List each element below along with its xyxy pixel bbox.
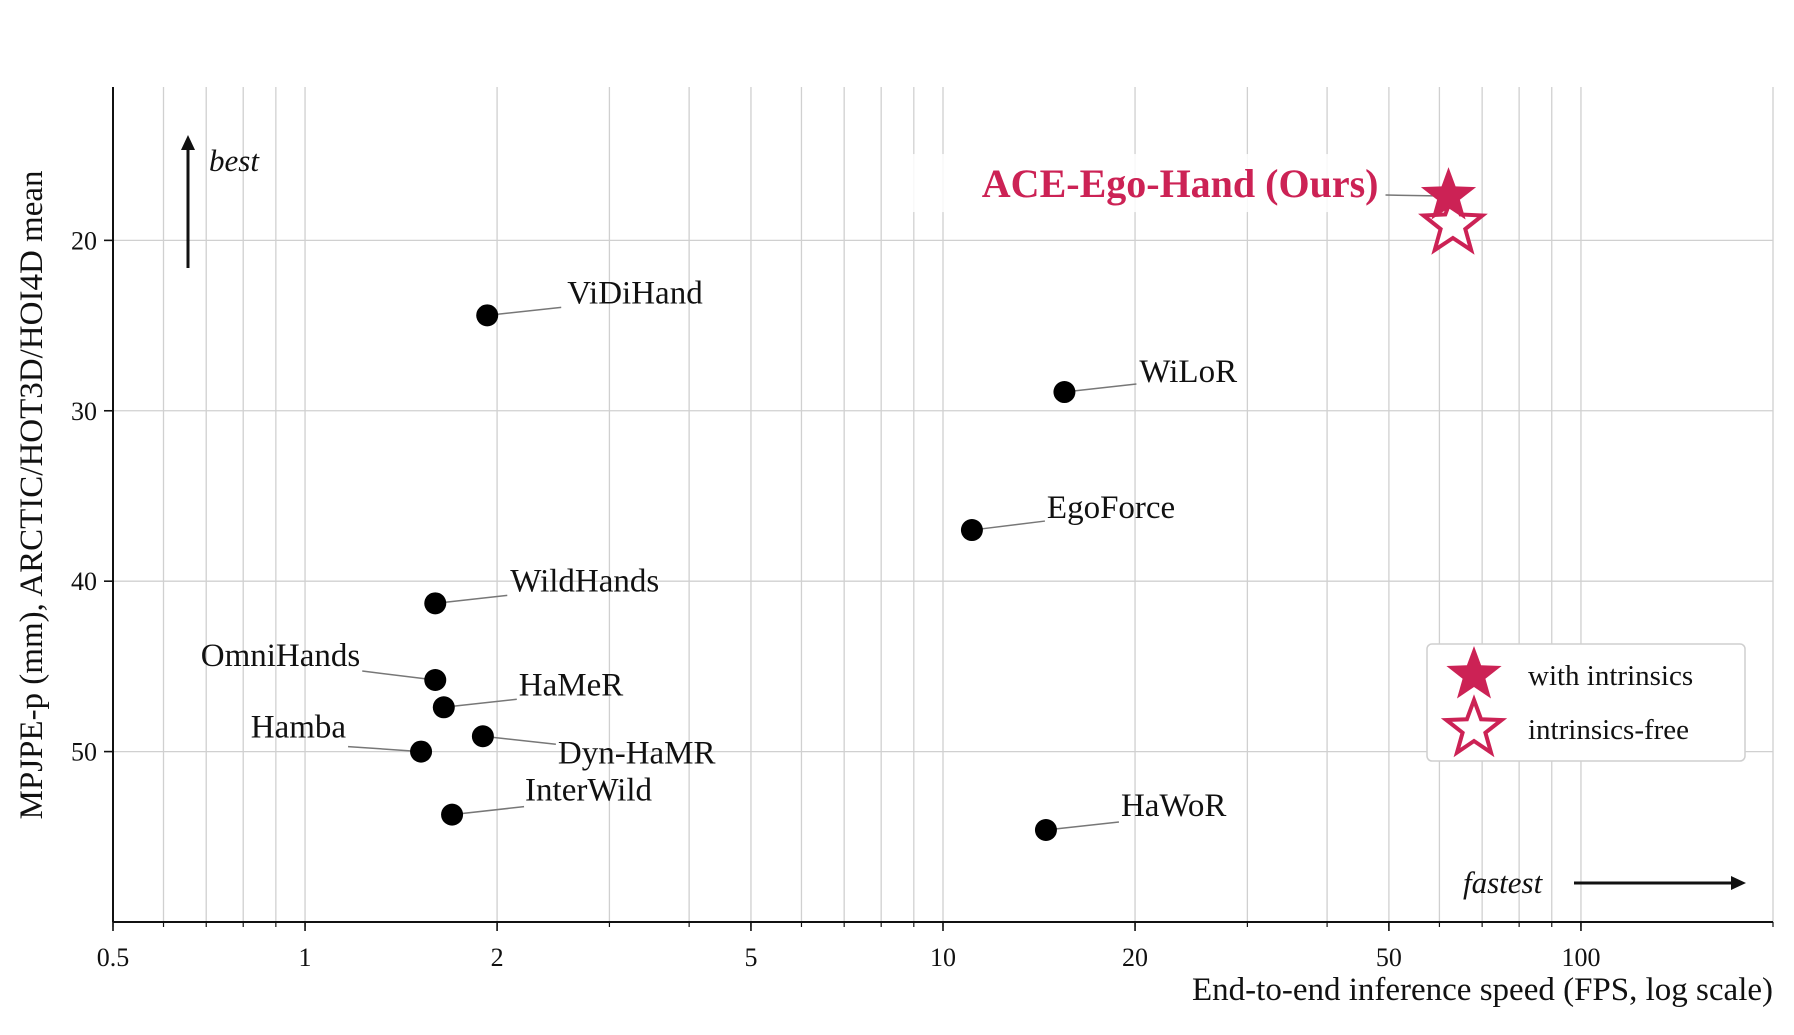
point-omnihands	[424, 669, 447, 692]
label-hamer: HaMeR	[519, 667, 623, 703]
y-tick-label: 30	[71, 397, 97, 426]
x-tick-label: 0.5	[97, 943, 130, 972]
legend-markers	[1440, 646, 1508, 758]
point-wilor	[1053, 381, 1076, 404]
connector-wilor	[1064, 383, 1137, 393]
point-hamer	[432, 696, 455, 719]
connector-hawor	[1045, 821, 1120, 831]
x-tick-label: 2	[491, 943, 504, 972]
fastest-arrow-head	[1731, 876, 1746, 890]
y-axis-label: MPJPE-p (mm), ARCTIC/HOT3D/HOI4D mean	[14, 171, 50, 820]
star-intrinsics-free	[1418, 188, 1488, 255]
grid	[112, 87, 1774, 922]
legend-star-filled	[1446, 646, 1502, 699]
point-wildhands	[424, 592, 447, 615]
label-dyn-hamr: Dyn-HaMR	[558, 735, 716, 771]
x-tick-label: 20	[1122, 943, 1148, 972]
y-tick-label: 20	[71, 226, 97, 255]
connector-egoforce	[971, 520, 1046, 531]
legend-entry-intrinsics-free: intrinsics-free	[1528, 714, 1689, 746]
legend-box	[1426, 643, 1746, 762]
label-interwild: InterWild	[525, 773, 652, 809]
label-connectors	[348, 194, 1443, 831]
x-tick-label: 50	[1376, 943, 1402, 972]
point-hawor	[1034, 818, 1057, 841]
connector-wildhands	[435, 594, 508, 605]
point-vidihand	[476, 304, 499, 327]
point-labels: ViDiHand WiLoR EgoForce WildHands OmniHands H…	[201, 154, 1381, 824]
connector-hamer	[443, 698, 517, 709]
connector-dyn-hamr	[482, 735, 556, 746]
best-label: best	[209, 143, 260, 178]
label-hamba: Hamba	[251, 710, 347, 746]
legend-star-hollow	[1440, 694, 1508, 758]
point-dyn-hamr	[471, 725, 494, 748]
x-axis-label: End-to-end inference speed (FPS, log sca…	[1192, 972, 1773, 1008]
connector-interwild	[451, 805, 525, 816]
label-egoforce: EgoForce	[1047, 490, 1175, 526]
label-vidihand: ViDiHand	[567, 275, 703, 311]
point-hamba	[410, 740, 433, 763]
fastest-label: fastest	[1463, 865, 1544, 900]
legend: with intrinsics intrinsics-free	[1426, 643, 1746, 762]
connector-hamba	[348, 745, 422, 753]
label-hawor: HaWoR	[1121, 788, 1227, 824]
ours-label-background	[908, 154, 1381, 213]
best-annotation: best	[181, 135, 260, 268]
data-points	[410, 167, 1488, 841]
ticks: 0.5 1 2 5 10 20 50 100 20 30 40 50	[71, 226, 1774, 972]
y-tick-label: 50	[71, 738, 97, 767]
label-ace-ego-hand-ours: ACE-Ego-Hand (Ours)	[982, 161, 1379, 206]
y-tick-label: 40	[71, 567, 97, 596]
point-egoforce	[960, 519, 983, 542]
star-with-intrinsics	[1420, 167, 1477, 220]
x-tick-label: 100	[1561, 943, 1600, 972]
best-arrow-head	[181, 135, 195, 150]
x-tick-label: 5	[744, 943, 757, 972]
fastest-annotation: fastest	[1463, 865, 1746, 900]
point-interwild	[441, 803, 464, 826]
x-tick-label: 1	[299, 943, 312, 972]
connector-vidihand	[487, 306, 562, 317]
x-tick-label: 10	[930, 943, 956, 972]
label-omnihands: OmniHands	[201, 638, 361, 674]
connector-omnihands	[362, 670, 436, 681]
label-wilor: WiLoR	[1139, 354, 1237, 390]
legend-entry-with-intrinsics: with intrinsics	[1528, 660, 1693, 692]
label-wildhands: WildHands	[510, 563, 659, 599]
